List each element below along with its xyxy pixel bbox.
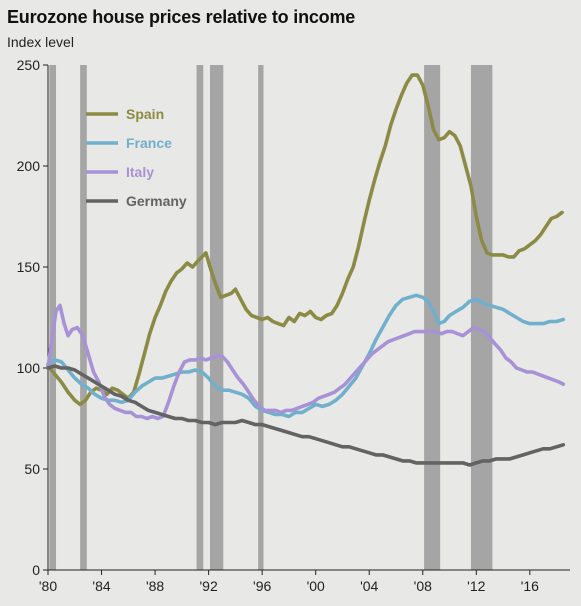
y-tick-label-1: 50: [24, 461, 40, 477]
y-tick-label-5: 250: [17, 57, 41, 73]
y-tick-label-2: 100: [17, 360, 41, 376]
series-line-germany: [46, 364, 566, 467]
legend-label-germany: Germany: [126, 193, 187, 209]
series-line-italy: [46, 303, 566, 421]
recession-bands: [49, 65, 493, 570]
x-tick-label-9: '16: [521, 578, 539, 594]
y-tick-label-0: 0: [32, 562, 40, 578]
series-line-spain: [46, 73, 564, 407]
chart-subtitle: Index level: [7, 34, 74, 50]
x-tick-label-7: '08: [414, 578, 432, 594]
chart-title: Eurozone house prices relative to income: [7, 7, 356, 27]
recession-band-6: [470, 65, 493, 570]
recession-band-2: [196, 65, 204, 570]
x-tick-label-3: '92: [199, 578, 217, 594]
recession-band-1: [80, 65, 87, 570]
series-line-france: [46, 293, 566, 419]
axes: 0 50 100 150 200 250 '80 '84 '88 '92 '96 '00 '04 '08 '…: [17, 57, 570, 594]
x-tick-label-5: '00: [307, 578, 325, 594]
x-tick-label-6: '04: [360, 578, 378, 594]
x-tick-label-4: '96: [253, 578, 271, 594]
legend-label-france: France: [126, 135, 172, 151]
recession-band-3: [209, 65, 224, 570]
x-tick-label-8: '12: [467, 578, 485, 594]
series-lines: [46, 73, 566, 467]
legend: Spain France Italy Germany: [86, 106, 187, 209]
x-tick-label-0: '80: [39, 578, 57, 594]
legend-label-italy: Italy: [126, 164, 154, 180]
recession-band-5: [424, 65, 441, 570]
y-tick-label-3: 150: [17, 259, 41, 275]
recession-band-0: [49, 65, 57, 570]
legend-label-spain: Spain: [126, 106, 164, 122]
x-tick-label-1: '84: [92, 578, 110, 594]
y-tick-label-4: 200: [17, 158, 41, 174]
x-tick-label-2: '88: [146, 578, 164, 594]
